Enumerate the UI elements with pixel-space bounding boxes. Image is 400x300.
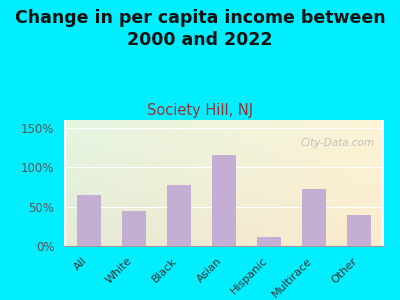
- Bar: [257, 237, 281, 246]
- Bar: [77, 195, 100, 246]
- Text: Society Hill, NJ: Society Hill, NJ: [147, 103, 253, 118]
- Bar: [348, 214, 371, 246]
- Bar: [302, 189, 326, 246]
- Text: City-Data.com: City-Data.com: [300, 138, 374, 148]
- Text: Change in per capita income between
2000 and 2022: Change in per capita income between 2000…: [15, 9, 385, 49]
- Bar: [122, 211, 146, 246]
- Bar: [212, 155, 236, 246]
- Bar: [167, 184, 191, 246]
